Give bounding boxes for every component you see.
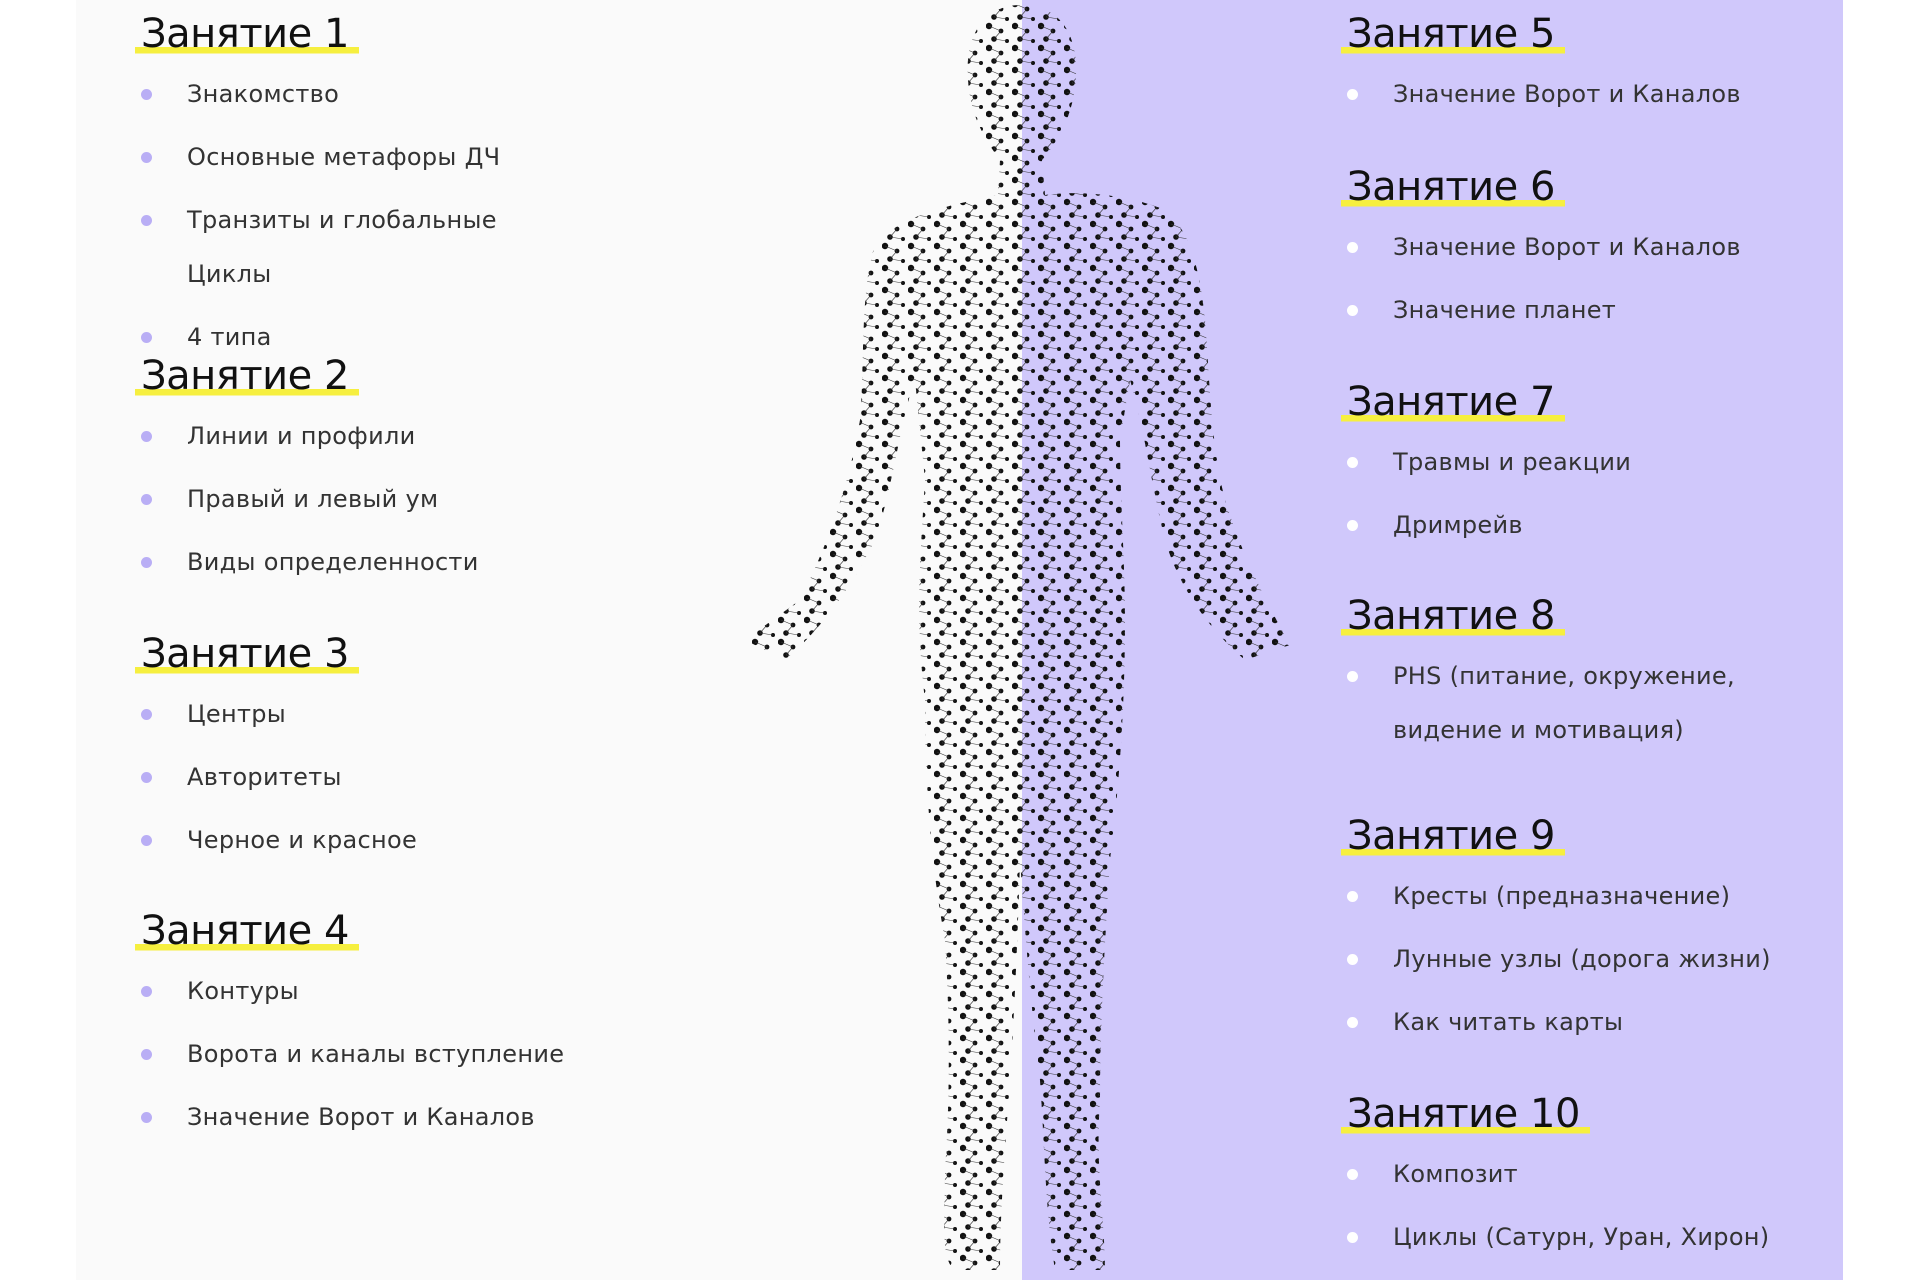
lesson-topics: PHS (питание, окружение, видение и мотив… bbox=[1347, 649, 1793, 757]
topic-item: Основные метафоры ДЧ bbox=[141, 130, 587, 184]
lesson-title: Занятие 6 bbox=[1341, 164, 1565, 210]
lesson-topics: Знакомство Основные метафоры ДЧ Транзиты и… bbox=[141, 67, 587, 364]
lesson-title: Занятие 7 bbox=[1341, 379, 1565, 425]
lesson-block: Занятие 10 Композит Циклы (Сатурн, Уран, Х… bbox=[1341, 1091, 1769, 1273]
lesson-block: Занятие 8 PHS (питание, окружение, видени… bbox=[1341, 593, 1793, 766]
topic-item: Циклы (Сатурн, Уран, Хирон) bbox=[1347, 1210, 1769, 1264]
lesson-title: Занятие 10 bbox=[1341, 1091, 1590, 1137]
human-figure bbox=[745, 5, 1290, 1270]
topic-item: PHS (питание, окружение, видение и мотив… bbox=[1347, 649, 1793, 757]
lesson-topics: Значение Ворот и Каналов Значение планет bbox=[1347, 220, 1741, 337]
topic-item: Дримрейв bbox=[1347, 498, 1631, 552]
topic-item: 4 типа bbox=[141, 310, 587, 364]
topic-item: Травмы и реакции bbox=[1347, 435, 1631, 489]
topic-item: Линии и профили bbox=[141, 409, 479, 463]
topic-item: Композит bbox=[1347, 1147, 1769, 1201]
topic-item: Значение Ворот и Каналов bbox=[1347, 67, 1741, 121]
lesson-block: Занятие 4 Контуры Ворота и каналы вступлен… bbox=[135, 908, 564, 1153]
topic-item: Центры bbox=[141, 687, 417, 741]
topic-item: Кресты (предназначение) bbox=[1347, 869, 1771, 923]
lesson-topics: Композит Циклы (Сатурн, Уран, Хирон) bbox=[1347, 1147, 1769, 1264]
lesson-topics: Линии и профили Правый и левый ум Виды опр… bbox=[141, 409, 479, 589]
lesson-block: Занятие 3 Центры Авторитеты Черное и красно… bbox=[135, 631, 417, 876]
lesson-topics: Травмы и реакции Дримрейв bbox=[1347, 435, 1631, 552]
lesson-block: Занятие 5 Значение Ворот и Каналов bbox=[1341, 11, 1741, 130]
topic-item: Ворота и каналы вступление bbox=[141, 1027, 564, 1081]
lesson-title: Занятие 4 bbox=[135, 908, 359, 954]
lesson-topics: Кресты (предназначение) Лунные узлы (доро… bbox=[1347, 869, 1771, 1049]
topic-item: Знакомство bbox=[141, 67, 587, 121]
topic-item: Виды определенности bbox=[141, 535, 479, 589]
figure-dots bbox=[745, 5, 1290, 1270]
topic-item: Правый и левый ум bbox=[141, 472, 479, 526]
lesson-title: Занятие 2 bbox=[135, 353, 359, 399]
lesson-block: Занятие 2 Линии и профили Правый и левый у… bbox=[135, 353, 479, 598]
topic-item: Черное и красное bbox=[141, 813, 417, 867]
lesson-title: Занятие 3 bbox=[135, 631, 359, 677]
lesson-block: Занятие 6 Значение Ворот и Каналов Значени… bbox=[1341, 164, 1741, 346]
lesson-title: Занятие 9 bbox=[1341, 813, 1565, 859]
topic-item: Значение Ворот и Каналов bbox=[141, 1090, 564, 1144]
lesson-title: Занятие 8 bbox=[1341, 593, 1565, 639]
lesson-topics: Значение Ворот и Каналов bbox=[1347, 67, 1741, 121]
topic-item: Лунные узлы (дорога жизни) bbox=[1347, 932, 1771, 986]
topic-item: Значение планет bbox=[1347, 283, 1741, 337]
topic-item: Авторитеты bbox=[141, 750, 417, 804]
topic-item: Транзиты и глобальные Циклы bbox=[141, 193, 587, 301]
lesson-title: Занятие 5 bbox=[1341, 11, 1565, 57]
lesson-block: Занятие 9 Кресты (предназначение) Лунные у… bbox=[1341, 813, 1771, 1058]
lesson-title: Занятие 1 bbox=[135, 11, 359, 57]
lesson-block: Занятие 7 Травмы и реакции Дримрейв bbox=[1341, 379, 1631, 561]
lesson-topics: Контуры Ворота и каналы вступление Значени… bbox=[141, 964, 564, 1144]
topic-item: Как читать карты bbox=[1347, 995, 1771, 1049]
topic-item: Контуры bbox=[141, 964, 564, 1018]
lesson-topics: Центры Авторитеты Черное и красное bbox=[141, 687, 417, 867]
topic-item: Значение Ворот и Каналов bbox=[1347, 220, 1741, 274]
lesson-block: Занятие 1 Знакомство Основные метафоры ДЧ Т… bbox=[135, 11, 587, 373]
